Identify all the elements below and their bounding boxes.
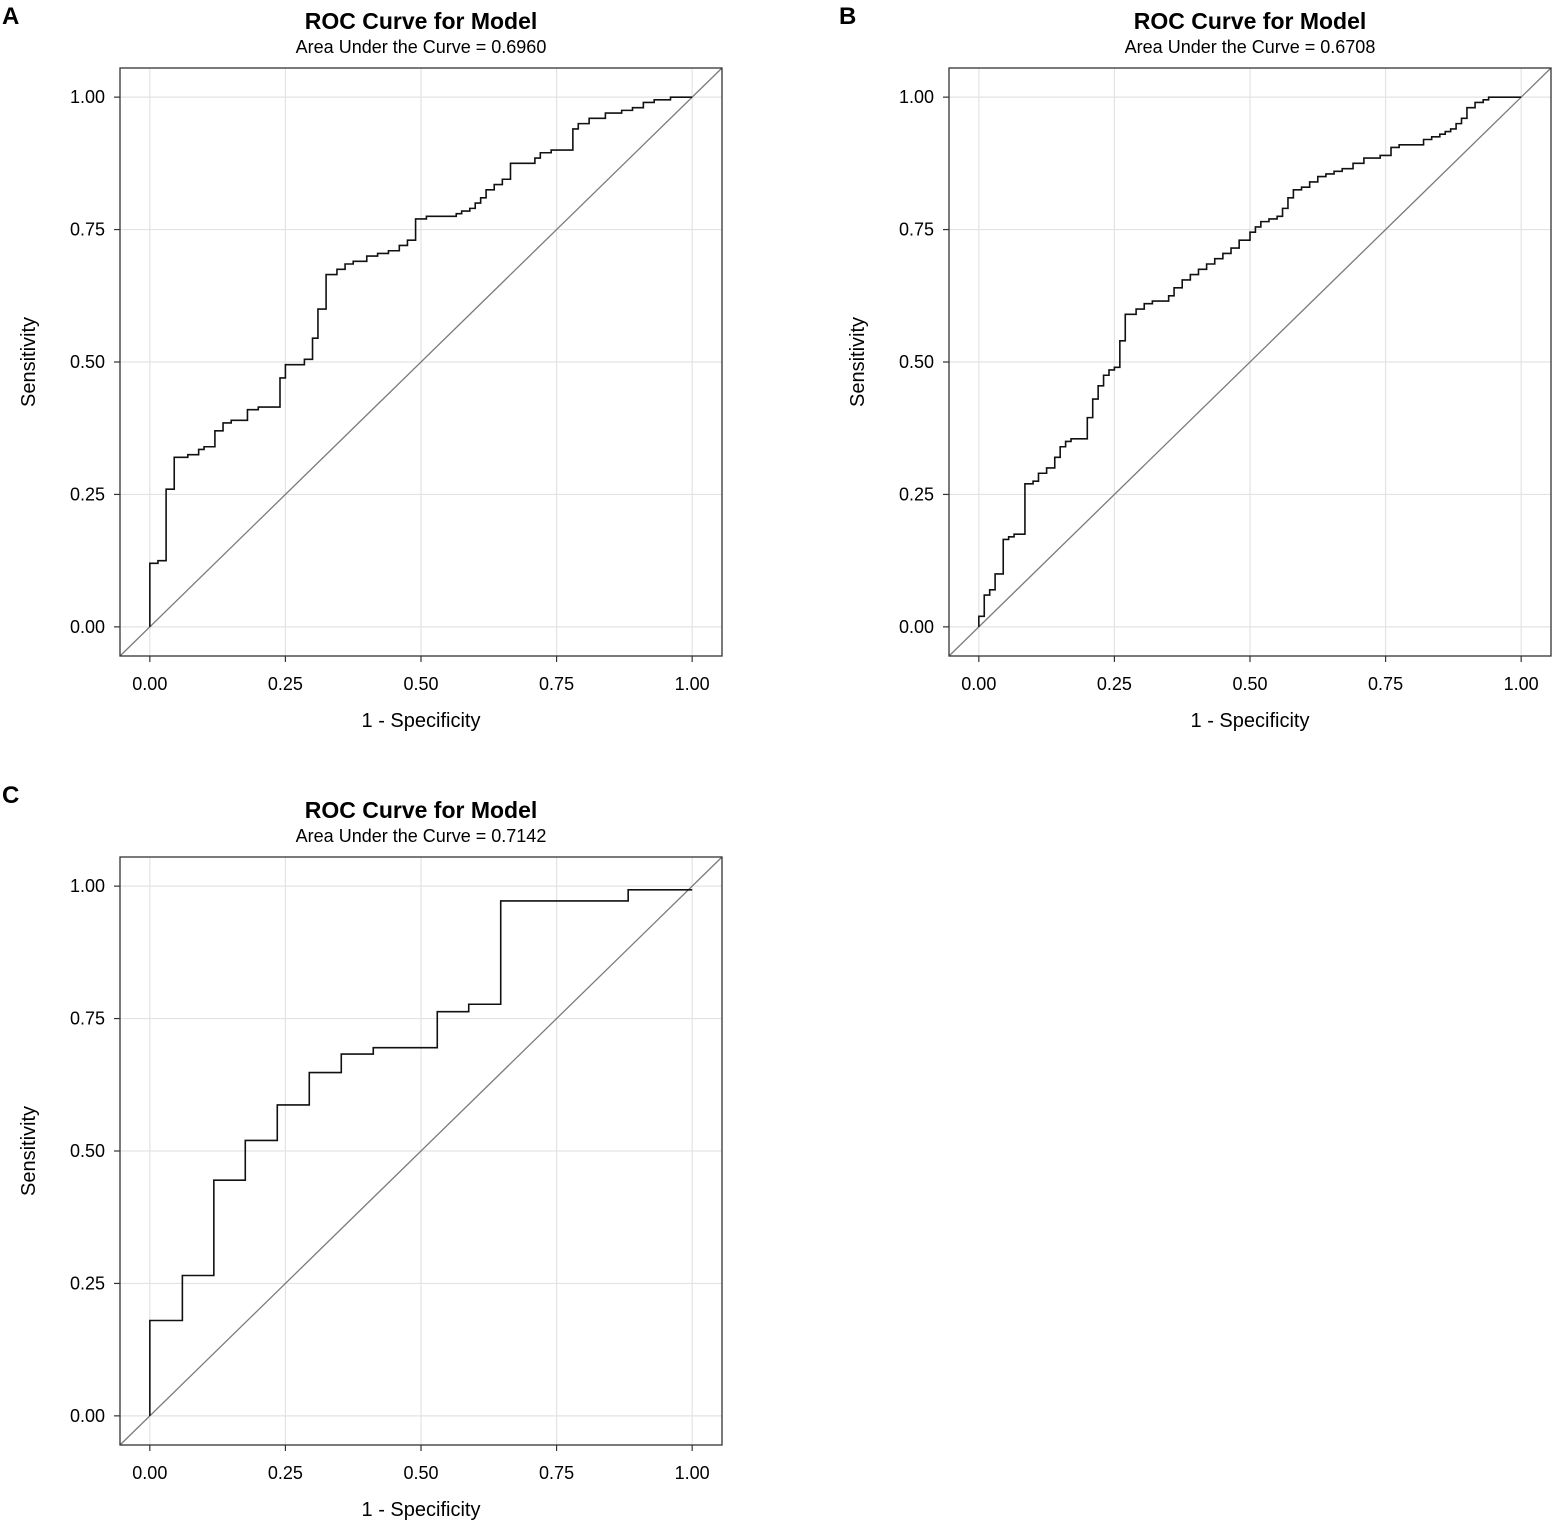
chart-title: ROC Curve for Model bbox=[305, 797, 538, 823]
x-tick-label: 0.50 bbox=[1232, 674, 1267, 694]
roc-curve bbox=[149, 889, 693, 1416]
x-tick-label: 0.75 bbox=[539, 674, 574, 694]
x-tick-label: 0.50 bbox=[403, 674, 438, 694]
x-axis-label: 1 - Specificity bbox=[362, 710, 481, 732]
y-axis-label: Sensitivity bbox=[847, 317, 869, 407]
y-tick-label: 0.75 bbox=[899, 220, 934, 240]
x-tick-label: 0.00 bbox=[132, 1463, 167, 1483]
x-tick-label: 0.00 bbox=[132, 674, 167, 694]
panel-letter: A bbox=[2, 3, 19, 30]
x-axis-label: 1 - Specificity bbox=[362, 1499, 481, 1521]
chart-subtitle: Area Under the Curve = 0.7142 bbox=[296, 826, 547, 846]
x-tick-label: 0.75 bbox=[539, 1463, 574, 1483]
x-tick-label: 0.25 bbox=[268, 1463, 303, 1483]
y-axis-label: Sensitivity bbox=[18, 317, 40, 407]
x-tick-label: 0.50 bbox=[403, 1463, 438, 1483]
chart-subtitle: Area Under the Curve = 0.6708 bbox=[1125, 37, 1376, 57]
x-tick-label: 1.00 bbox=[1504, 674, 1539, 694]
chart-title: ROC Curve for Model bbox=[305, 8, 538, 34]
panel-c: C ROC Curve for Model Area Under the Cur… bbox=[2, 782, 723, 1521]
x-tick-label: 1.00 bbox=[675, 1463, 710, 1483]
roc-curve bbox=[149, 96, 693, 627]
y-tick-label: 0.75 bbox=[70, 1009, 105, 1029]
chart-subtitle: Area Under the Curve = 0.6960 bbox=[296, 37, 547, 57]
x-axis-label: 1 - Specificity bbox=[1191, 710, 1310, 732]
chance-diagonal bbox=[948, 67, 1552, 657]
y-tick-label: 0.50 bbox=[70, 1141, 105, 1161]
chance-diagonal bbox=[119, 856, 723, 1446]
y-tick-label: 0.25 bbox=[70, 484, 105, 504]
panel-b: B ROC Curve for Model Area Under the Cur… bbox=[839, 3, 1552, 732]
tick-layer: 0.00 0.00 0.25 0.25 0.50 0.50 0.75 0.75 1.00 1.00 bbox=[899, 87, 1539, 694]
y-tick-label: 0.50 bbox=[70, 352, 105, 372]
panel-a: A ROC Curve for Model Area Under the Cur… bbox=[2, 3, 723, 732]
chance-diagonal bbox=[119, 67, 723, 657]
roc-curve bbox=[978, 96, 1522, 627]
chart-title: ROC Curve for Model bbox=[1134, 8, 1367, 34]
y-tick-label: 0.00 bbox=[899, 617, 934, 637]
y-tick-label: 0.75 bbox=[70, 220, 105, 240]
y-axis-label: Sensitivity bbox=[18, 1106, 40, 1196]
x-tick-label: 0.25 bbox=[1097, 674, 1132, 694]
y-tick-label: 0.00 bbox=[70, 617, 105, 637]
panel-letter: B bbox=[839, 3, 856, 30]
y-tick-label: 0.50 bbox=[899, 352, 934, 372]
y-tick-label: 0.25 bbox=[899, 484, 934, 504]
panel-letter: C bbox=[2, 782, 19, 809]
tick-layer: 0.00 0.00 0.25 0.25 0.50 0.50 0.75 0.75 1.00 1.00 bbox=[70, 876, 710, 1483]
x-tick-label: 1.00 bbox=[675, 674, 710, 694]
y-tick-label: 0.25 bbox=[70, 1273, 105, 1293]
y-tick-label: 1.00 bbox=[70, 87, 105, 107]
x-tick-label: 0.25 bbox=[268, 674, 303, 694]
y-tick-label: 1.00 bbox=[899, 87, 934, 107]
x-tick-label: 0.00 bbox=[961, 674, 996, 694]
y-tick-label: 0.00 bbox=[70, 1406, 105, 1426]
tick-layer: 0.00 0.00 0.25 0.25 0.50 0.50 0.75 0.75 1.00 1.00 bbox=[70, 87, 710, 694]
x-tick-label: 0.75 bbox=[1368, 674, 1403, 694]
y-tick-label: 1.00 bbox=[70, 876, 105, 896]
